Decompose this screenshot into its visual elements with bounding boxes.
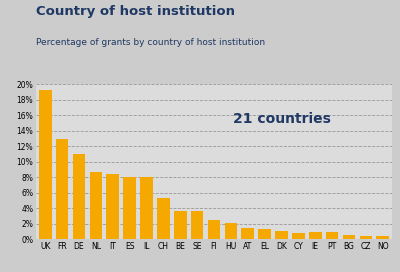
Bar [326, 232, 338, 239]
Bar [56, 139, 68, 239]
Bar [106, 174, 119, 239]
Bar [191, 211, 204, 239]
Bar [309, 232, 322, 239]
Bar [174, 211, 186, 239]
Text: Percentage of grants by country of host institution: Percentage of grants by country of host … [36, 38, 265, 47]
Bar [140, 177, 153, 239]
Text: 21 countries: 21 countries [232, 112, 330, 126]
Text: Country of host institution: Country of host institution [36, 5, 235, 18]
Bar [292, 233, 305, 239]
Bar [39, 90, 52, 239]
Bar [157, 198, 170, 239]
Bar [90, 172, 102, 239]
Bar [208, 220, 220, 239]
Bar [258, 228, 271, 239]
Bar [275, 231, 288, 239]
Bar [123, 177, 136, 239]
Bar [73, 154, 85, 239]
Bar [360, 236, 372, 239]
Bar [242, 228, 254, 239]
Bar [224, 223, 237, 239]
Bar [343, 236, 355, 239]
Bar [376, 236, 389, 239]
